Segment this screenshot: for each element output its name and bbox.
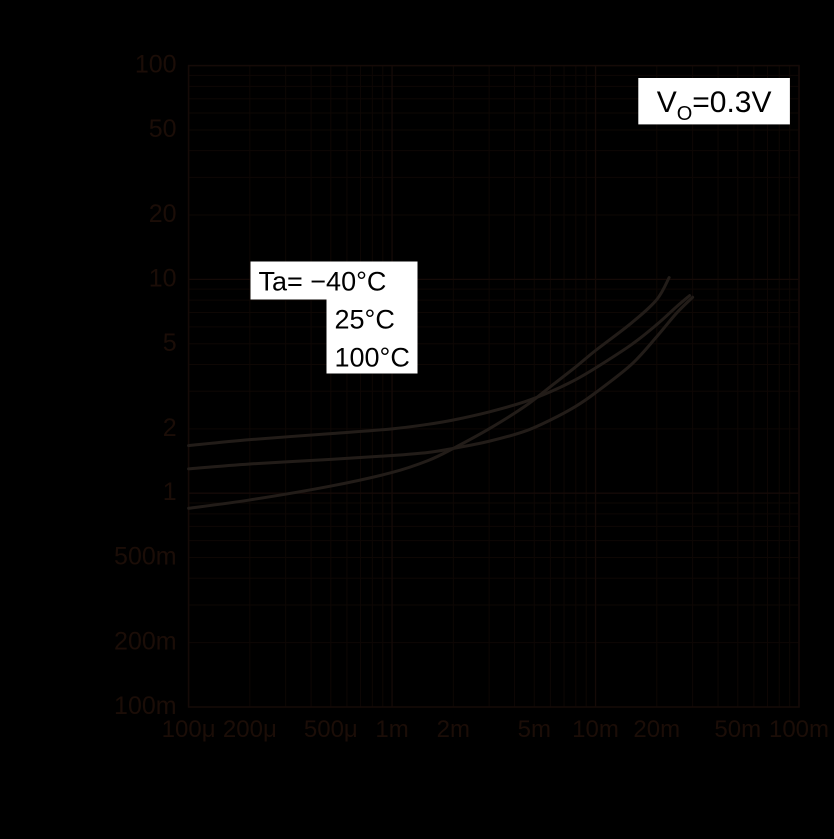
svg-text:200m: 200m <box>114 628 177 656</box>
svg-text:2m: 2m <box>437 716 470 743</box>
svg-text:10m: 10m <box>572 716 619 743</box>
svg-text:500m: 500m <box>114 543 177 571</box>
svg-text:50m: 50m <box>714 716 761 743</box>
svg-text:10: 10 <box>149 264 177 292</box>
svg-text:100μ: 100μ <box>162 716 216 743</box>
svg-text:500μ: 500μ <box>304 716 358 743</box>
svg-text:200μ: 200μ <box>223 716 277 743</box>
svg-text:2: 2 <box>163 414 177 442</box>
svg-text:5m: 5m <box>518 716 551 743</box>
svg-text:5: 5 <box>163 329 177 357</box>
svg-text:50: 50 <box>149 115 177 143</box>
svg-text:100m: 100m <box>769 716 829 743</box>
svg-text:1m: 1m <box>375 716 408 743</box>
svg-text:100°C: 100°C <box>335 343 410 373</box>
svg-text:Ta= −40°C: Ta= −40°C <box>259 267 387 297</box>
svg-text:100: 100 <box>135 51 177 79</box>
svg-text:20m: 20m <box>633 716 680 743</box>
svg-text:20: 20 <box>149 200 177 228</box>
svg-text:1: 1 <box>163 478 177 506</box>
svg-text:25°C: 25°C <box>335 305 395 335</box>
